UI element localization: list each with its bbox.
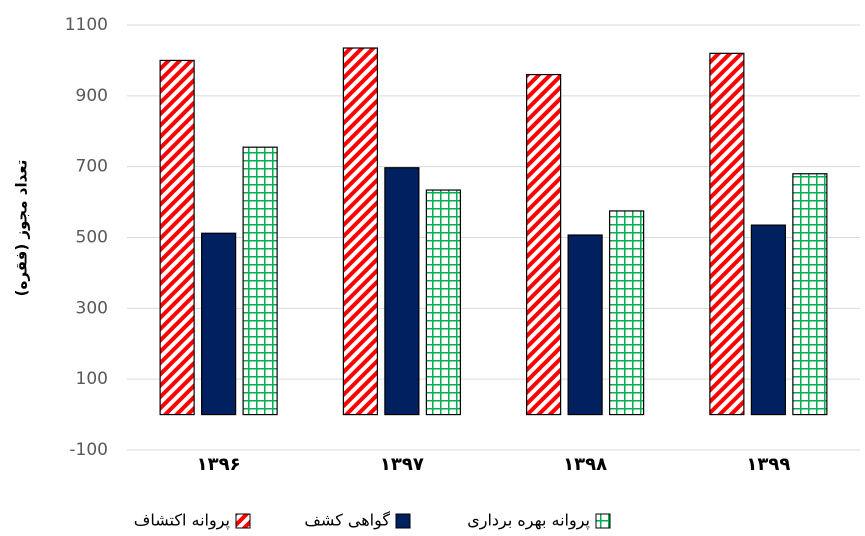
bar <box>609 210 645 416</box>
legend-label: گواهی کشف <box>304 511 390 531</box>
legend-label: پروانه بهره برداری <box>467 511 590 531</box>
bar <box>792 173 828 416</box>
y-tick-label: 100 <box>76 369 108 389</box>
bar <box>750 224 786 416</box>
x-tick-label: ۱۳۹۹ <box>746 454 790 475</box>
legend-label: پروانه اکتشاف <box>134 511 230 531</box>
x-tick-label: ۱۳۹۷ <box>380 454 424 475</box>
bar <box>242 146 278 416</box>
y-tick-label: 300 <box>76 298 108 318</box>
x-tick-label: ۱۳۹۸ <box>563 454 607 475</box>
y-tick-label: -100 <box>69 440 108 460</box>
legend-swatch <box>395 513 411 529</box>
bar <box>201 232 237 416</box>
bar <box>526 73 562 416</box>
y-tick-label: 700 <box>76 157 108 177</box>
bar <box>384 167 420 416</box>
legend-swatch <box>595 513 611 529</box>
bar <box>709 52 745 416</box>
y-axis-label: تعداد مجوز (فقره) <box>13 160 31 297</box>
legend-swatch <box>235 513 251 529</box>
bar <box>567 234 603 416</box>
y-tick-label: 1100 <box>65 15 108 35</box>
bar <box>342 47 378 416</box>
y-tick-label: 500 <box>76 228 108 248</box>
x-tick-label: ۱۳۹۶ <box>197 454 241 475</box>
y-tick-label: 900 <box>76 86 108 106</box>
bar <box>159 59 195 416</box>
bar <box>425 189 461 416</box>
